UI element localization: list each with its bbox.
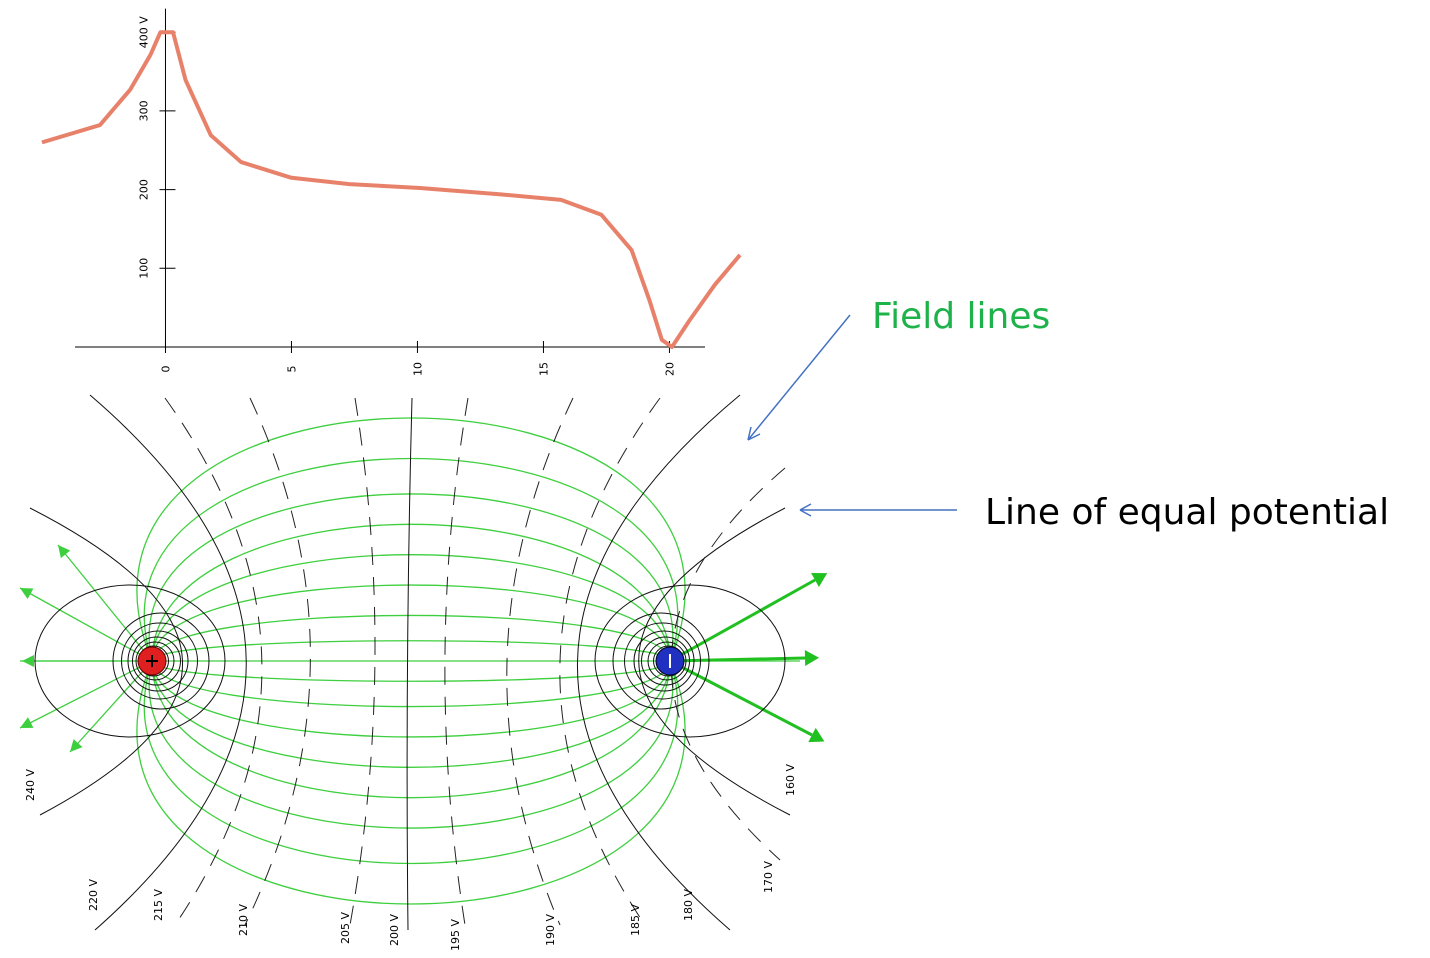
field-diagram: 240 V 220 V 215 V 210 V 205 V 200 V 195 V 190 V… (17, 395, 831, 951)
annotation: Field lines (872, 296, 1050, 337)
potential-label: 160 V (784, 764, 797, 796)
y-tick-label: 300 (137, 100, 150, 121)
field-line (152, 661, 670, 707)
field-line (20, 588, 152, 661)
y-tick-label: 200 (137, 179, 150, 200)
annotation: Line of equal potential (985, 492, 1389, 533)
field-line (152, 615, 670, 661)
equipotential (407, 398, 412, 930)
figure: 240 V 220 V 215 V 210 V 205 V 200 V 195 V 190 V… (0, 0, 1430, 953)
potential-label: 185 V (629, 904, 642, 936)
field-line (152, 641, 670, 661)
field-line (20, 661, 152, 728)
potential-label: 240 V (24, 769, 37, 801)
arrowhead (53, 541, 70, 558)
equipotential (671, 468, 785, 860)
x-tick-label: 20 (663, 362, 676, 376)
arrowhead (17, 583, 33, 599)
y-tick-label: 100 (137, 258, 150, 279)
arrowhead (17, 717, 33, 733)
arrowhead (22, 655, 34, 667)
x-tick-label: 5 (285, 366, 298, 373)
field-line (152, 585, 670, 661)
y-tick-label: 400 V (137, 16, 150, 48)
potential-label: 190 V (544, 914, 557, 946)
annotation-arrow (748, 315, 850, 440)
potential-label: 195 V (449, 919, 462, 951)
arrowhead (811, 566, 831, 587)
potential-label: 180 V (682, 889, 695, 921)
potential-label: 215 V (152, 889, 165, 921)
x-tick-label: 10 (411, 362, 424, 376)
potential-label: 170 V (762, 861, 775, 893)
field-line (152, 555, 670, 661)
field-line (70, 661, 152, 752)
potential-label: 200 V (388, 914, 401, 946)
arrowhead (808, 728, 828, 749)
field-line (137, 661, 685, 904)
field-line (144, 459, 677, 662)
field-line (152, 661, 670, 681)
annotation-arrow (800, 504, 957, 516)
arrowhead (805, 650, 819, 666)
potential-label: 205 V (339, 912, 352, 944)
field-line (149, 661, 673, 828)
potential-label: 220 V (87, 879, 100, 911)
x-tick-label: 0 (159, 366, 172, 373)
x-tick-label: 15 (537, 362, 550, 376)
field-line (152, 661, 670, 737)
potential-label: 210 V (237, 904, 250, 936)
